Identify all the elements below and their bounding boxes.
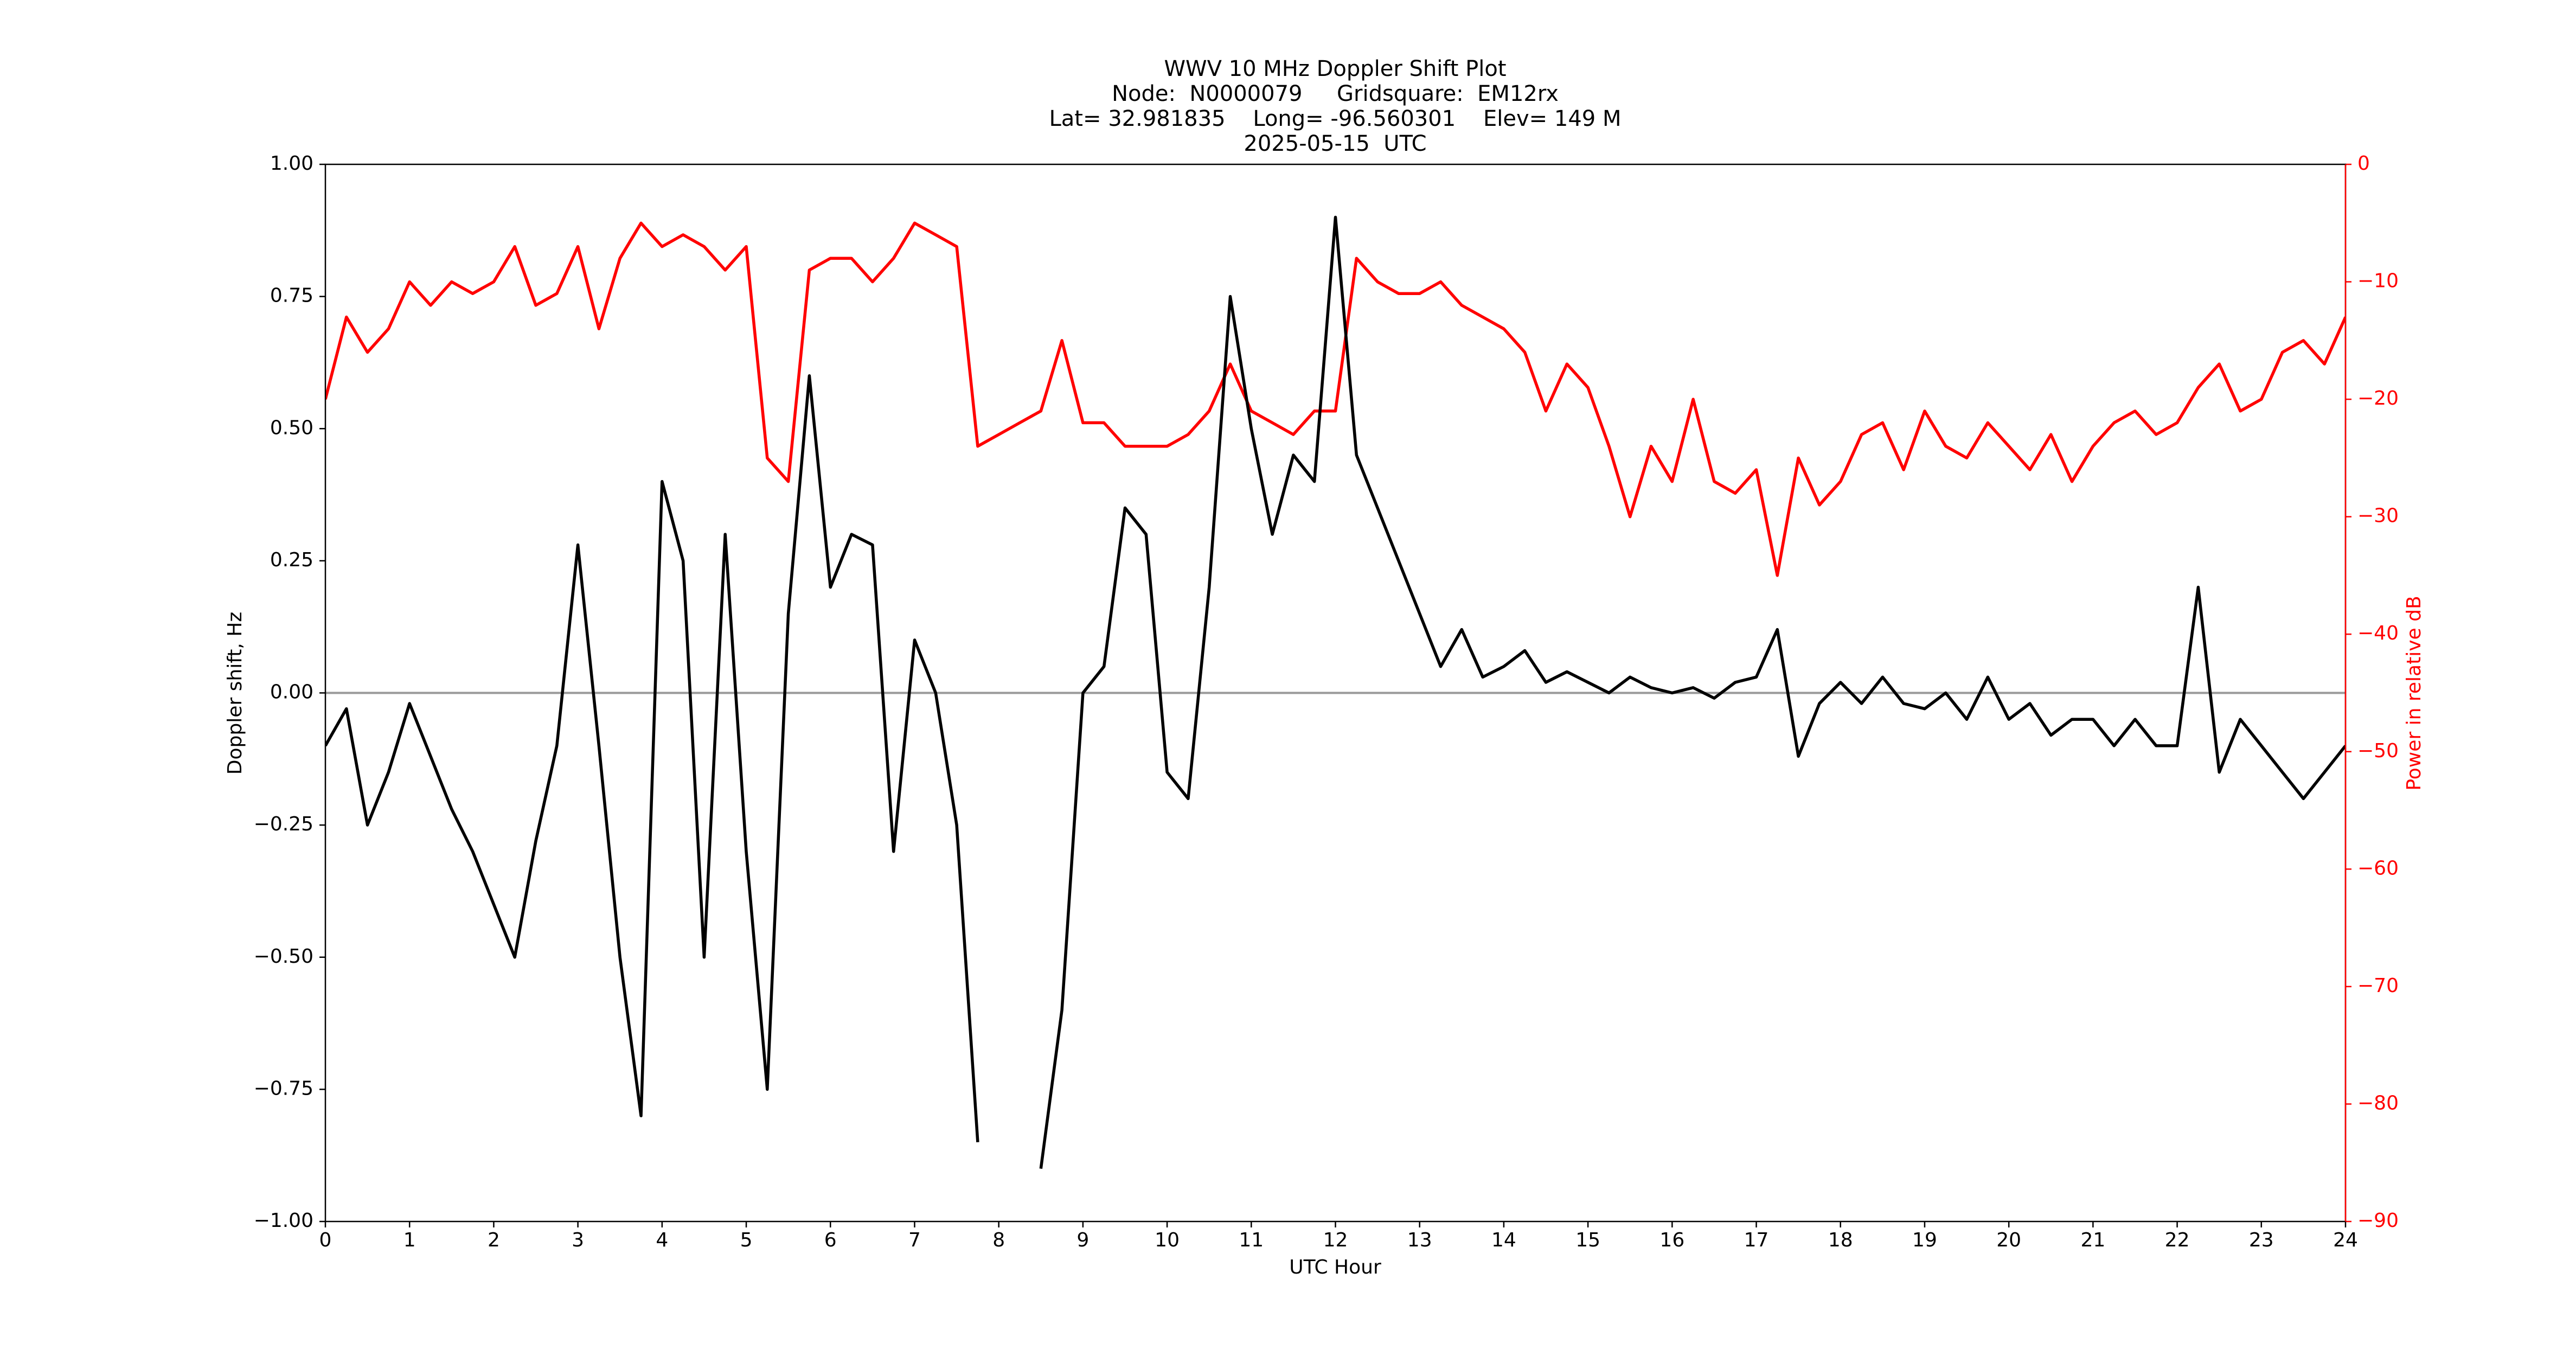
x-tick-label: 14 [1491,1229,1516,1251]
y-tick-label: 0.00 [270,681,313,703]
chart-title: Lat= 32.981835 Long= -96.560301 Elev= 14… [1049,106,1622,131]
x-tick-label: 11 [1239,1229,1264,1251]
x-tick-label: 10 [1155,1229,1180,1251]
chart-title: Node: N0000079 Gridsquare: EM12rx [1112,81,1559,106]
x-tick-label: 15 [1575,1229,1600,1251]
y2-tick-label: −20 [2357,387,2399,410]
x-tick-label: 8 [992,1229,1005,1251]
x-tick-label: 17 [1744,1229,1769,1251]
x-tick-label: 4 [656,1229,668,1251]
x-tick-label: 7 [908,1229,921,1251]
y2-tick-label: 0 [2357,152,2370,175]
y-tick-label: −0.75 [254,1077,313,1099]
x-tick-label: 6 [824,1229,837,1251]
x-tick-label: 21 [2080,1229,2105,1251]
y-tick-label: −0.25 [254,813,313,835]
y2-tick-label: −60 [2357,857,2399,879]
x-tick-label: 24 [2333,1229,2358,1251]
y-tick-label: −1.00 [254,1210,313,1232]
x-tick-label: 19 [1912,1229,1937,1251]
y-axis-label: Doppler shift, Hz [224,612,246,775]
chart-title: WWV 10 MHz Doppler Shift Plot [1164,56,1506,81]
y-tick-label: 0.25 [270,549,313,571]
x-axis-label: UTC Hour [1289,1256,1381,1278]
y2-tick-label: −10 [2357,270,2399,292]
x-tick-label: 3 [572,1229,584,1251]
y2-tick-label: −50 [2357,740,2399,762]
y-tick-label: 0.50 [270,417,313,439]
x-tick-label: 20 [1996,1229,2021,1251]
x-tick-label: 16 [1659,1229,1684,1251]
y2-tick-label: −90 [2357,1210,2399,1232]
y-tick-label: −0.50 [254,945,313,968]
x-tick-label: 12 [1323,1229,1348,1251]
y-tick-label: 0.75 [270,285,313,307]
x-tick-label: 5 [740,1229,753,1251]
x-tick-label: 23 [2249,1229,2274,1251]
x-tick-label: 2 [488,1229,500,1251]
x-tick-label: 9 [1076,1229,1089,1251]
chart-title: 2025-05-15 UTC [1244,131,1426,156]
y2-tick-label: −40 [2357,622,2399,644]
x-tick-label: 1 [403,1229,416,1251]
x-tick-label: 13 [1407,1229,1432,1251]
y2-tick-label: −80 [2357,1092,2399,1114]
y2-tick-label: −70 [2357,975,2399,997]
x-tick-label: 0 [319,1229,332,1251]
y2-axis-label: Power in relative dB [2403,596,2425,790]
x-tick-label: 22 [2165,1229,2190,1251]
series-line [325,221,2346,577]
y-tick-label: 1.00 [270,152,313,175]
y2-tick-label: −30 [2357,505,2399,527]
x-tick-label: 18 [1828,1229,1853,1251]
series-line [325,215,2346,1169]
